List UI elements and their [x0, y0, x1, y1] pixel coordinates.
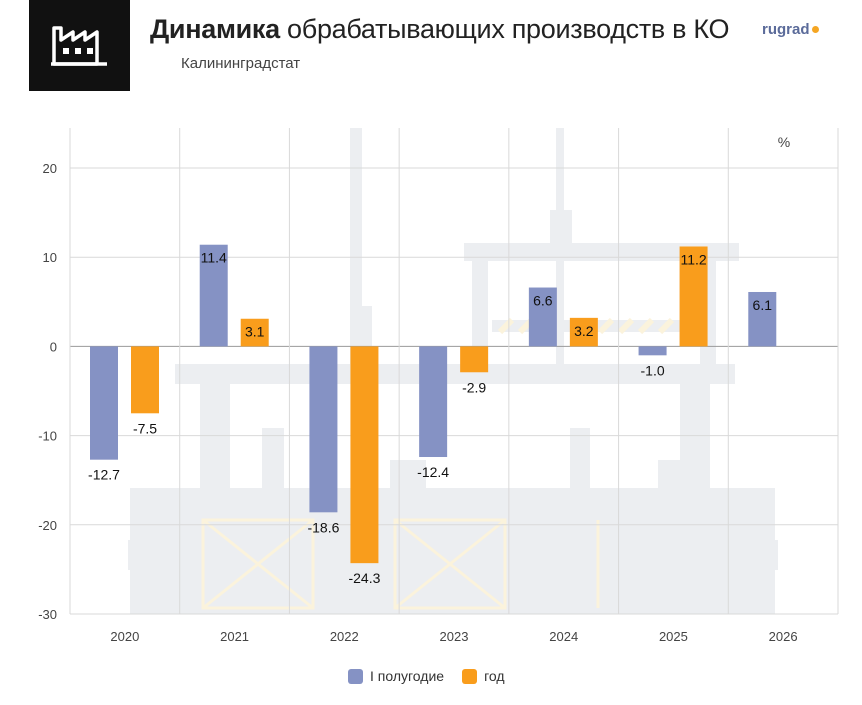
bar-year[interactable] — [131, 346, 159, 414]
labels-layer: 20 10 0 -10 -20 -30 2020 -12.7 -7.5 2021 11.4 3.1 20… — [38, 161, 797, 644]
legend: I полугодие год — [348, 668, 523, 684]
bar-first-half[interactable] — [528, 287, 557, 347]
logo-box — [29, 0, 130, 91]
legend-swatch-first-half — [348, 668, 363, 684]
legend-label-first-half: I полугодие — [370, 668, 445, 684]
bar-first-half[interactable] — [199, 244, 228, 347]
factory-icon — [51, 26, 107, 66]
legend-label-year: год — [484, 668, 505, 684]
y-tick-label: -30 — [38, 607, 57, 622]
x-tick-label: 2024 — [549, 629, 578, 644]
bar-first-half[interactable] — [419, 346, 448, 458]
y-tick-label: 10 — [43, 250, 57, 265]
y-tick-label: 20 — [43, 161, 57, 176]
x-tick-label: 2021 — [220, 629, 249, 644]
data-label: 11.2 — [680, 251, 706, 267]
y-tick-label: 0 — [50, 339, 57, 354]
data-label: -12.7 — [88, 467, 120, 483]
data-label: -24.3 — [348, 570, 380, 586]
background-crane-details — [201, 518, 600, 610]
x-tick-label: 2025 — [659, 629, 688, 644]
legend-swatch-year — [462, 668, 478, 684]
data-label: -12.4 — [417, 464, 449, 480]
bar-year[interactable] — [240, 318, 269, 347]
x-tick-label: 2022 — [330, 629, 359, 644]
background-hazard-stripe — [497, 317, 675, 335]
legend-item-first-half[interactable]: I полугодие — [348, 668, 444, 684]
x-tick-label: 2023 — [440, 629, 469, 644]
page-title: Динамика обрабатывающих производств в КО — [150, 14, 730, 45]
brand-text: rugrad — [762, 21, 810, 38]
background-crane-illustration — [128, 128, 778, 614]
brand-logo[interactable]: rugrad — [762, 21, 819, 38]
data-label: -1.0 — [641, 362, 665, 378]
bars-layer — [90, 244, 777, 564]
bar-first-half[interactable] — [309, 346, 338, 513]
data-label: 3.2 — [574, 323, 594, 339]
source-label: Калининградстат — [181, 55, 301, 72]
unit-label: % — [778, 134, 790, 150]
x-tick-label: 2026 — [769, 629, 798, 644]
data-label: 6.1 — [753, 297, 773, 313]
bar-first-half[interactable] — [638, 346, 667, 356]
data-label: 11.4 — [201, 250, 227, 266]
brand-dot-icon — [811, 26, 819, 33]
bar-year[interactable] — [460, 346, 489, 373]
bar-year[interactable] — [679, 246, 708, 347]
title-bold: Динамика — [150, 14, 280, 44]
bar-first-half[interactable] — [90, 346, 118, 460]
y-tick-label: -10 — [38, 429, 57, 444]
data-label: 6.6 — [533, 293, 553, 309]
grid-layer — [69, 128, 839, 615]
bar-year[interactable] — [569, 317, 598, 347]
data-label: -7.5 — [133, 420, 157, 436]
bar-year[interactable] — [350, 346, 379, 564]
legend-item-year[interactable]: год — [462, 668, 505, 684]
data-label: -18.6 — [307, 519, 339, 535]
bar-first-half[interactable] — [748, 291, 777, 347]
y-tick-label: -20 — [38, 518, 57, 533]
title-rest: обрабатывающих производств в КО — [279, 14, 730, 44]
data-label: -2.9 — [462, 379, 486, 395]
x-tick-label: 2020 — [110, 629, 139, 644]
data-label: 3.1 — [245, 324, 265, 340]
